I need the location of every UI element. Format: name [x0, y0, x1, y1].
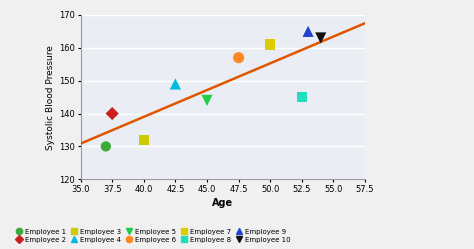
Point: [102, 144, 109, 148]
Point: [140, 138, 147, 142]
Point: [304, 29, 312, 33]
Point: [298, 95, 306, 99]
Point: [235, 56, 242, 60]
Legend: Employee 1, Employee 2, Employee 3, Employee 4, Employee 5, Employee 6, Employee: Employee 1, Employee 2, Employee 3, Empl…: [13, 226, 293, 246]
Point: [203, 98, 211, 102]
Point: [109, 112, 116, 116]
Y-axis label: Systolic Blood Pressure: Systolic Blood Pressure: [46, 45, 55, 150]
X-axis label: Age: Age: [212, 198, 233, 208]
Point: [266, 43, 274, 47]
Point: [172, 82, 179, 86]
Point: [317, 36, 325, 40]
